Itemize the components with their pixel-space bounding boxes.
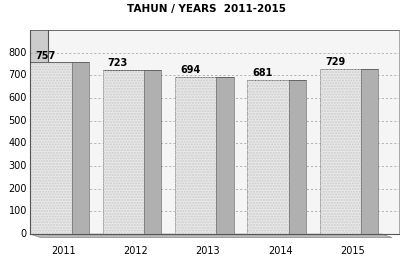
Polygon shape [30,30,47,234]
Polygon shape [144,70,161,234]
Text: 723: 723 [108,58,128,68]
Text: 600: 600 [9,93,27,103]
Text: 500: 500 [8,116,27,126]
Polygon shape [288,80,305,234]
Polygon shape [72,62,89,234]
Polygon shape [247,80,288,234]
Text: 300: 300 [9,161,27,171]
Text: 757: 757 [36,51,56,61]
Polygon shape [319,69,360,234]
Polygon shape [360,69,378,234]
Text: 2015: 2015 [339,245,364,256]
Text: 400: 400 [9,138,27,148]
Text: 2012: 2012 [123,245,148,256]
Text: 200: 200 [8,184,27,194]
Polygon shape [175,77,216,234]
Polygon shape [30,234,391,238]
Text: 694: 694 [180,65,200,75]
Text: 100: 100 [9,206,27,217]
Text: 2014: 2014 [267,245,292,256]
Polygon shape [216,77,233,234]
Polygon shape [102,70,144,234]
Polygon shape [47,30,398,234]
Title: TAHUN / YEARS  2011-2015: TAHUN / YEARS 2011-2015 [126,4,285,14]
Text: 0: 0 [21,229,27,239]
Text: 700: 700 [8,70,27,80]
Polygon shape [30,62,72,234]
Text: 2013: 2013 [195,245,220,256]
Text: 2011: 2011 [51,245,75,256]
Text: 800: 800 [9,48,27,58]
Text: 681: 681 [252,68,272,78]
Text: 729: 729 [324,57,344,67]
